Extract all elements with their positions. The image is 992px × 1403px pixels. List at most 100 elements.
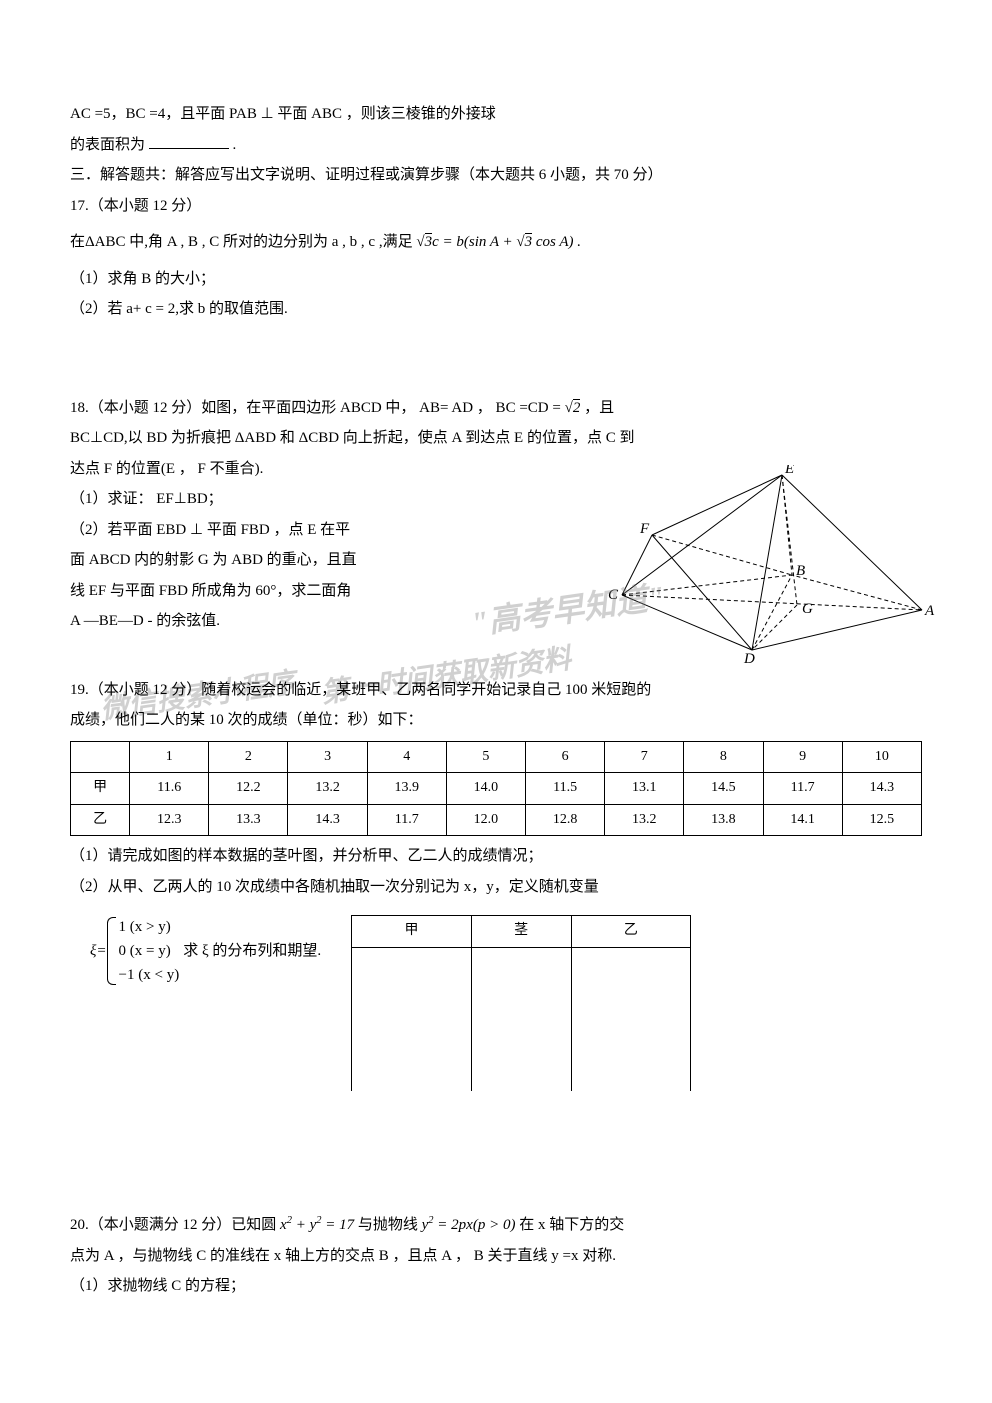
q18-header-suffix: ，且: [584, 400, 614, 416]
q20-block: 20.（本小题满分 12 分）已知圆 x2 + y2 = 17 与抛物线 y2 …: [70, 1211, 922, 1301]
q18-sub2-l4: A —BE—D - 的余弦值.: [70, 607, 440, 636]
table-cell: 1: [130, 741, 209, 773]
q18-header: 18.（本小题 12 分）如图，在平面四边形 ABCD 中， AB= AD ， …: [70, 394, 922, 423]
q18-sub1-text: （1）求证： EF⊥BD；: [70, 491, 223, 507]
table-cell: 甲: [71, 773, 130, 805]
table-cell: 12.5: [842, 804, 921, 836]
q17-formula: √3c = b(sin A + √3 cos A) .: [416, 233, 581, 250]
table-cell: 12.0: [446, 804, 525, 836]
table-cell: 14.1: [763, 804, 842, 836]
q19-header-text: 19.（本小题 12 分）随着校运会的临近，某班甲、乙两名同学开始记录自己 10…: [70, 682, 651, 698]
q16-line2: 的表面积为 .: [70, 131, 922, 160]
xi-cases: 1 (x > y) 0 (x = y) −1 (x < y): [107, 915, 180, 987]
xi-suffix: 求 ξ 的分布列和期望.: [183, 937, 321, 966]
table-row-jia: 甲 11.6 12.2 13.2 13.9 14.0 11.5 13.1 14.…: [71, 773, 922, 805]
table-cell: 11.5: [526, 773, 605, 805]
table-cell: 14.0: [446, 773, 525, 805]
table-cell: 12.3: [130, 804, 209, 836]
q17-sub2: （2）若 a+ c = 2,求 b 的取值范围.: [70, 295, 922, 324]
q18-line2-text: BC⊥CD,以 BD 为折痕把 ΔABD 和 ΔCBD 向上折起，使点 A 到达…: [70, 430, 634, 446]
q20-header-suffix: 在 x 轴下方的交: [519, 1217, 624, 1233]
xi-case-3: −1 (x < y): [119, 963, 180, 987]
table-cell: 2: [209, 741, 288, 773]
q17-stem-prefix: 在ΔABC 中,角 A , B , C 所对的边分别为 a , b , c ,满…: [70, 234, 416, 250]
q19-sub1-text: （1）请完成如图的样本数据的茎叶图，并分析甲、乙二人的成绩情况；: [70, 848, 543, 864]
table-cell: 13.2: [605, 804, 684, 836]
table-cell: 13.1: [605, 773, 684, 805]
q18-line3-text: 达点 F 的位置(E ， F 不重合).: [70, 461, 263, 477]
xi-case-1: 1 (x > y): [119, 915, 180, 939]
leaf-row: [352, 1019, 691, 1043]
table-row-yi: 乙 12.3 13.3 14.3 11.7 12.0 12.8 13.2 13.…: [71, 804, 922, 836]
leaf-header-yi: 乙: [571, 916, 691, 948]
q17-header: 17.（本小题 12 分）: [70, 192, 922, 221]
table-cell: 13.3: [209, 804, 288, 836]
table-header-row: 1 2 3 4 5 6 7 8 9 10: [71, 741, 922, 773]
q20-line2: 点为 A ，与抛物线 C 的准线在 x 轴上方的交点 B ，且点 A ， B 关…: [70, 1242, 922, 1271]
table-cell: 4: [367, 741, 446, 773]
leaf-row: [352, 1043, 691, 1067]
q20-header-mid: 与抛物线: [358, 1217, 422, 1233]
label-B: B: [796, 563, 805, 579]
q19-sub1: （1）请完成如图的样本数据的茎叶图，并分析甲、乙二人的成绩情况；: [70, 842, 922, 871]
label-C: C: [608, 587, 619, 603]
leaf-row: [352, 947, 691, 971]
q19-sub2: （2）从甲、乙两人的 10 次成绩中各随机抽取一次分别记为 x，y，定义随机变量: [70, 873, 922, 902]
leaf-header-row: 甲 茎 乙: [352, 916, 691, 948]
q19-data-table: 1 2 3 4 5 6 7 8 9 10 甲 11.6 12.2 13.2 13…: [70, 741, 922, 837]
q18-sub2-l3-text: 线 EF 与平面 FBD 所成角为 60°，求二面角: [70, 583, 351, 599]
section3-text: 三．解答题共：解答应写出文字说明、证明过程或演算步骤（本大题共 6 小题，共 7…: [70, 167, 663, 183]
table-cell: 12.8: [526, 804, 605, 836]
table-cell: 12.2: [209, 773, 288, 805]
table-cell: 3: [288, 741, 367, 773]
q19-header2: 成绩，他们二人的某 10 次的成绩（单位：秒）如下：: [70, 706, 922, 735]
xi-case-2: 0 (x = y): [119, 939, 180, 963]
q19-header2-text: 成绩，他们二人的某 10 次的成绩（单位：秒）如下：: [70, 712, 423, 728]
q16-text1: AC =5，BC =4，且平面 PAB ⊥ 平面 ABC ，则该三棱锥的外接球: [70, 106, 496, 122]
q18-sub2-l4-text: A —BE—D - 的余弦值.: [70, 613, 220, 629]
blank-underline: [149, 133, 229, 149]
q20-header: 20.（本小题满分 12 分）已知圆 x2 + y2 = 17 与抛物线 y2 …: [70, 1211, 922, 1240]
q20-line2-text: 点为 A ，与抛物线 C 的准线在 x 轴上方的交点 B ，且点 A ， B 关…: [70, 1248, 616, 1264]
q19-sub2-text: （2）从甲、乙两人的 10 次成绩中各随机抽取一次分别记为 x，y，定义随机变量: [70, 879, 599, 895]
table-cell: 9: [763, 741, 842, 773]
section3-header: 三．解答题共：解答应写出文字说明、证明过程或演算步骤（本大题共 6 小题，共 7…: [70, 161, 922, 190]
stem-leaf-table: 甲 茎 乙: [351, 915, 691, 1091]
q18-diagram: E F A B C D G: [582, 465, 942, 686]
table-cell: 8: [684, 741, 763, 773]
table-cell: 5: [446, 741, 525, 773]
table-cell: 14.3: [288, 804, 367, 836]
leaf-header-jia: 甲: [352, 916, 472, 948]
q18-sub2-l2: 面 ABCD 内的射影 G 为 ABD 的重心，且直: [70, 546, 440, 575]
q18-sub2-l1: （2）若平面 EBD ⊥ 平面 FBD ，点 E 在平: [70, 516, 440, 545]
table-cell: 11.7: [763, 773, 842, 805]
q18-sqrt2: √2: [565, 399, 581, 416]
q20-sub1: （1）求抛物线 C 的方程；: [70, 1272, 922, 1301]
label-D: D: [743, 651, 755, 667]
leaf-row: [352, 1067, 691, 1091]
q18-block: 18.（本小题 12 分）如图，在平面四边形 ABCD 中， AB= AD ， …: [70, 394, 922, 636]
q17-sub1: （1）求角 B 的大小；: [70, 265, 922, 294]
table-cell: 6: [526, 741, 605, 773]
label-E: E: [784, 465, 794, 477]
q18-line2: BC⊥CD,以 BD 为折痕把 ΔABD 和 ΔCBD 向上折起，使点 A 到达…: [70, 424, 922, 453]
q20-parabola: y2 = 2px(p > 0): [422, 1217, 516, 1233]
q17-sub1-text: （1）求角 B 的大小；: [70, 271, 215, 287]
q20-circle: x2 + y2 = 17: [280, 1217, 354, 1233]
q18-sub2-l1-text: （2）若平面 EBD ⊥ 平面 FBD ，点 E 在平: [70, 522, 350, 538]
q18-sub1: （1）求证： EF⊥BD；: [70, 485, 440, 514]
q16-line1: AC =5，BC =4，且平面 PAB ⊥ 平面 ABC ，则该三棱锥的外接球: [70, 100, 922, 129]
q17-stem: 在ΔABC 中,角 A , B , C 所对的边分别为 a , b , c ,满…: [70, 228, 922, 257]
q20-sub1-text: （1）求抛物线 C 的方程；: [70, 1278, 245, 1294]
q18-sub2-l2-text: 面 ABCD 内的射影 G 为 ABD 的重心，且直: [70, 552, 357, 568]
q19-block: 19.（本小题 12 分）随着校运会的临近，某班甲、乙两名同学开始记录自己 10…: [70, 676, 922, 1092]
table-cell: 14.5: [684, 773, 763, 805]
q20-header-prefix: 20.（本小题满分 12 分）已知圆: [70, 1217, 280, 1233]
table-cell: 11.7: [367, 804, 446, 836]
q18-header-prefix: 18.（本小题 12 分）如图，在平面四边形 ABCD 中， AB= AD ， …: [70, 400, 561, 416]
leaf-row: [352, 995, 691, 1019]
table-cell: [71, 741, 130, 773]
table-cell: 11.6: [130, 773, 209, 805]
q16-prefix: 的表面积为: [70, 137, 145, 153]
leaf-header-stem: 茎: [471, 916, 571, 948]
